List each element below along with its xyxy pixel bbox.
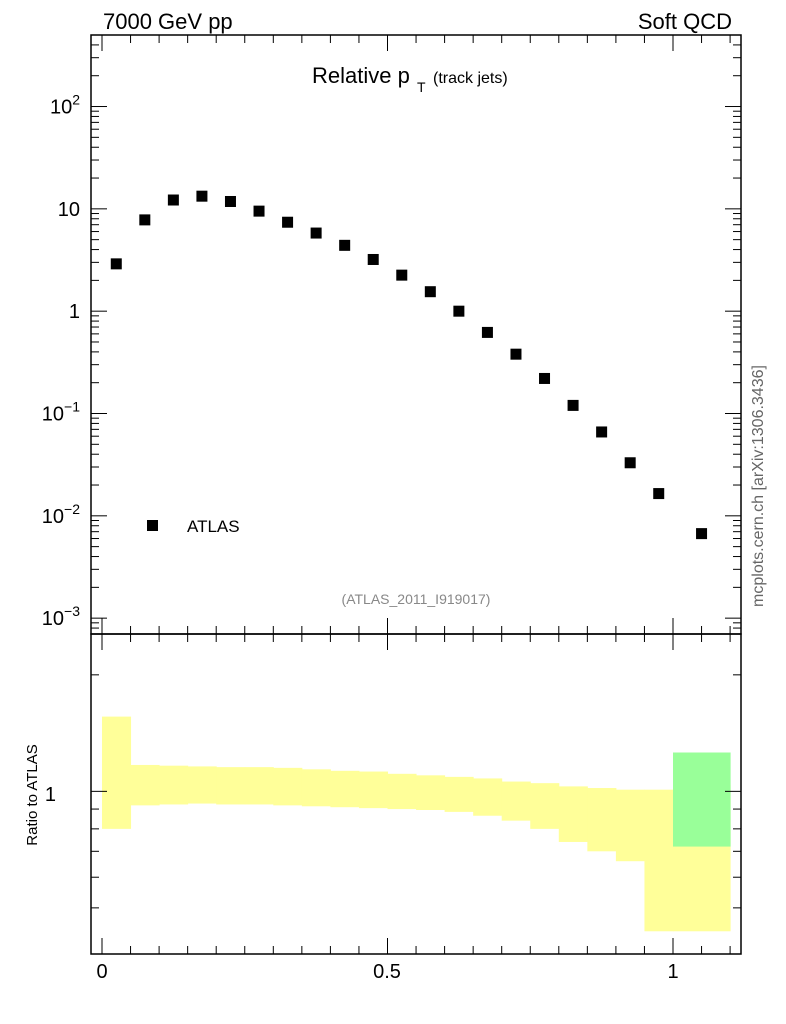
ratio-band-uncertainty [473, 778, 503, 816]
plot-title-main: Relative p [312, 63, 410, 88]
ratio-band-uncertainty [358, 771, 388, 809]
ratio-bands [102, 716, 731, 932]
ratio-band-uncertainty [615, 789, 645, 862]
data-point [110, 258, 122, 270]
data-point [282, 216, 294, 228]
main-plot-frame [90, 34, 742, 635]
ratio-band-statistical [673, 752, 731, 847]
ratio-band-uncertainty [387, 773, 417, 810]
y-tick-label: 1 [69, 301, 80, 323]
y-tick-label: 10−3 [42, 603, 80, 630]
y-tick-label: 10 [58, 199, 80, 221]
ratio-band-uncertainty [273, 767, 303, 806]
header-left: 7000 GeV pp [103, 9, 233, 34]
ratio-band-uncertainty [102, 716, 132, 829]
ratio-plot-frame [90, 633, 742, 955]
header-right: Soft QCD [638, 9, 732, 34]
ratio-y-tick-label-1: 1 [45, 784, 56, 806]
ratio-band-uncertainty [301, 769, 331, 807]
main-y-tick-labels: 10−3 10−2 10−1 1 10 102 [42, 92, 80, 631]
ratio-band-uncertainty [130, 764, 160, 806]
ratio-band-uncertainty [187, 766, 217, 804]
x-tick-label-0: 0 [96, 961, 107, 983]
data-point [424, 286, 436, 298]
ratio-band-uncertainty [216, 767, 246, 805]
data-point [696, 528, 708, 540]
data-point [139, 214, 151, 226]
data-point [510, 348, 522, 360]
ratio-x-axis-ticks [101, 634, 731, 954]
ratio-band-uncertainty [159, 765, 189, 805]
data-point [224, 195, 236, 207]
data-point [653, 488, 665, 500]
y-tick-label: 10−1 [42, 398, 80, 425]
ratio-band-uncertainty [501, 781, 531, 821]
ratio-band-uncertainty [444, 776, 474, 812]
reference-label: (ATLAS_2011_I919017) [342, 591, 491, 607]
ratio-band-uncertainty [330, 770, 360, 808]
ratio-band-uncertainty [644, 789, 674, 932]
ratio-y-axis-ticks [91, 674, 741, 909]
data-point [196, 190, 208, 202]
legend-marker-atlas [147, 520, 158, 531]
source-side-label: mcplots.cern.ch [arXiv:1306.3436] [750, 365, 767, 607]
main-y-axis-ticks [91, 34, 741, 635]
plot-title-subscript: T [417, 79, 426, 95]
main-x-axis-ticks [101, 35, 731, 634]
data-point [310, 227, 322, 239]
data-point [167, 194, 179, 206]
legend: ATLAS [147, 517, 240, 536]
ratio-band-uncertainty [244, 767, 274, 805]
data-point [453, 305, 465, 317]
data-point [539, 372, 551, 384]
x-tick-label-0-5: 0.5 [373, 961, 401, 983]
data-point [567, 399, 579, 411]
ratio-band-uncertainty [530, 783, 560, 829]
plot-title: Relative p T (track jets) [312, 63, 508, 95]
data-point [339, 239, 351, 251]
legend-label-atlas: ATLAS [187, 517, 240, 536]
x-tick-label-1: 1 [667, 961, 678, 983]
y-tick-label: 10−2 [42, 501, 80, 528]
atlas-markers [110, 190, 708, 540]
data-point [253, 205, 265, 217]
data-point [481, 326, 493, 338]
y-tick-label: 102 [50, 92, 80, 119]
plot-title-extra: (track jets) [433, 70, 508, 87]
ratio-y-axis-label: Ratio to ATLAS [24, 744, 41, 845]
ratio-band-uncertainty [558, 786, 588, 842]
data-point [596, 426, 608, 438]
ratio-band-uncertainty [587, 788, 617, 852]
data-point [396, 269, 408, 281]
ratio-band-uncertainty [416, 775, 446, 811]
data-point [624, 457, 636, 469]
data-point [367, 253, 379, 265]
